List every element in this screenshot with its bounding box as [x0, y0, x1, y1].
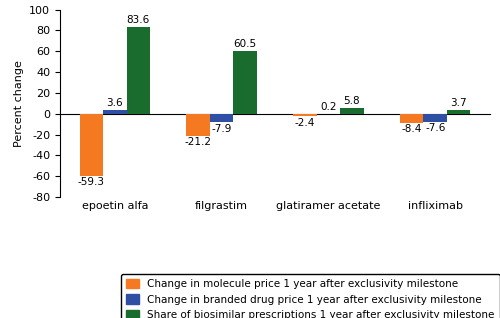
Bar: [126, 27, 150, 114]
Bar: [210, 114, 234, 122]
Legend: Change in molecule price 1 year after exclusivity milestone, Change in branded d: Change in molecule price 1 year after ex…: [121, 274, 500, 318]
Bar: [447, 110, 470, 114]
Text: infliximab: infliximab: [408, 201, 463, 211]
Bar: [80, 114, 103, 176]
Bar: [234, 51, 257, 114]
Text: glatiramer acetate: glatiramer acetate: [276, 201, 380, 211]
Bar: [103, 110, 126, 114]
Y-axis label: Percent change: Percent change: [14, 60, 24, 147]
Text: epoetin alfa: epoetin alfa: [82, 201, 148, 211]
Text: -7.6: -7.6: [425, 123, 446, 133]
Bar: [400, 114, 423, 122]
Text: 3.7: 3.7: [450, 98, 467, 108]
Text: filgrastim: filgrastim: [195, 201, 248, 211]
Bar: [186, 114, 210, 136]
Text: 83.6: 83.6: [126, 15, 150, 25]
Bar: [340, 108, 363, 114]
Bar: [293, 114, 316, 116]
Text: -59.3: -59.3: [78, 177, 105, 187]
Bar: [424, 114, 447, 122]
Text: -21.2: -21.2: [184, 137, 212, 148]
Text: 3.6: 3.6: [106, 99, 123, 108]
Text: -2.4: -2.4: [294, 118, 315, 128]
Text: 5.8: 5.8: [344, 96, 360, 106]
Text: -7.9: -7.9: [212, 124, 232, 134]
Text: -8.4: -8.4: [402, 124, 422, 134]
Text: 0.2: 0.2: [320, 102, 336, 112]
Text: 60.5: 60.5: [234, 39, 256, 49]
